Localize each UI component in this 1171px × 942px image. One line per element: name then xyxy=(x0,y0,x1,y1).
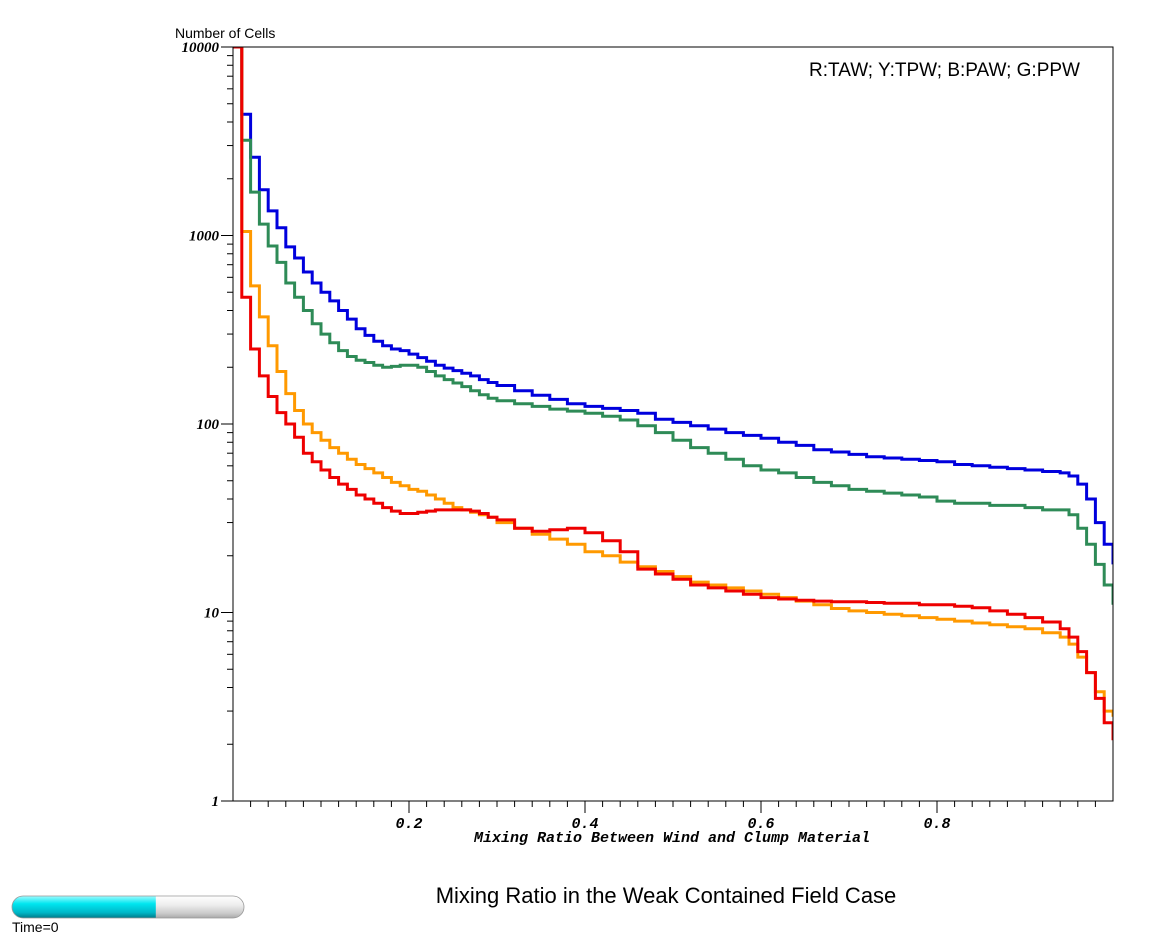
y-axis-label: Number of Cells xyxy=(175,25,275,41)
y-tick-label: 10 xyxy=(204,606,220,622)
time-slider-fill xyxy=(12,896,156,918)
series-line-2 xyxy=(233,47,1113,605)
y-tick-label: 100 xyxy=(197,417,220,433)
x-tick-label: 0.2 xyxy=(395,816,422,833)
x-axis-label: Mixing Ratio Between Wind and Clump Mate… xyxy=(473,830,870,847)
time-slider[interactable] xyxy=(12,896,244,918)
time-slider-outline xyxy=(11,895,245,919)
x-axis-ticks: 0.2 0.4 0.6 0.8 xyxy=(250,801,1096,833)
y-tick-label: 10000 xyxy=(182,40,220,56)
x-tick-label: 0.8 xyxy=(923,816,950,833)
series-line-3 xyxy=(233,47,1113,717)
series-line-1 xyxy=(233,47,1113,565)
legend-text: R:TAW; Y:TPW; B:PAW; G:PPW xyxy=(809,60,1080,81)
series-line-4 xyxy=(233,47,1113,741)
plot-frame xyxy=(232,46,1114,802)
series-group xyxy=(233,47,1113,741)
x-tick-label: 0.4 xyxy=(571,816,598,833)
x-tick-label: 0.6 xyxy=(747,816,774,833)
y-tick-label: 1 xyxy=(212,794,220,810)
time-label: Time=0 xyxy=(12,919,59,935)
y-axis-ticks: 1 10 100 1000 10000 xyxy=(182,40,233,810)
y-tick-label: 1000 xyxy=(189,229,220,245)
chart-title: Mixing Ratio in the Weak Contained Field… xyxy=(436,883,897,908)
